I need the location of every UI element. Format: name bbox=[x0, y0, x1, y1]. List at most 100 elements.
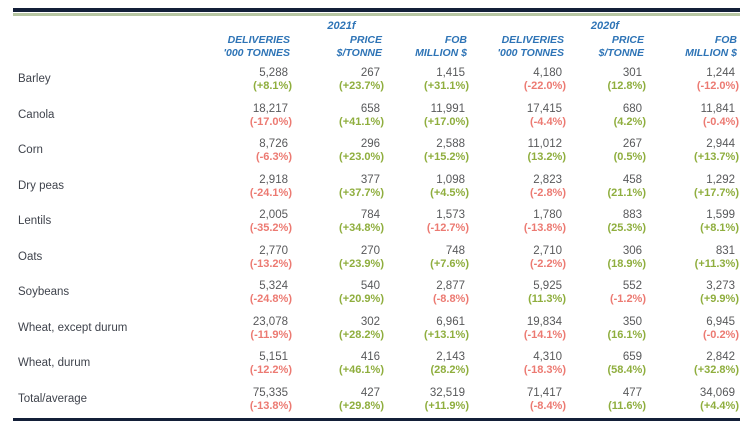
cell-percent-change: (-11.9%) bbox=[250, 328, 292, 341]
cell-percent-change: (4.2%) bbox=[613, 115, 646, 128]
cell-percent-change: (12.8%) bbox=[607, 80, 646, 93]
table-row: Lentils 2,005 (-35.2%) 784 (+34.8%) 1,573 (-12… bbox=[13, 204, 740, 240]
value-cell: 4,180 (-22.0%) bbox=[470, 66, 567, 93]
cell-percent-change: (21.1%) bbox=[607, 186, 646, 199]
cell-percent-change: (+41.1%) bbox=[339, 115, 384, 128]
table-row: Barley 5,288 (+8.1%) 267 (+23.7%) 1,415 (+31.1… bbox=[13, 62, 740, 98]
value-cell: 458 (21.1%) bbox=[567, 173, 647, 200]
row-label: Wheat, durum bbox=[18, 357, 91, 370]
column-header-line2: MILLION $ bbox=[685, 47, 737, 59]
cell-value: 18,217 bbox=[252, 102, 288, 115]
cell-percent-change: (-13.8%) bbox=[249, 399, 292, 412]
cell-value: 270 bbox=[360, 244, 380, 257]
cell-percent-change: (+9.9%) bbox=[700, 293, 739, 306]
value-cell: 5,288 (+8.1%) bbox=[213, 66, 293, 93]
table-row: Soybeans 5,324 (-24.8%) 540 (+20.9%) 2,877 (-8… bbox=[13, 275, 740, 311]
cell-value: 680 bbox=[622, 102, 642, 115]
column-header-line1: DELIVERIES bbox=[501, 34, 564, 46]
cell-percent-change: (-8.8%) bbox=[432, 293, 469, 306]
cell-percent-change: (+4.5%) bbox=[430, 186, 469, 199]
row-label: Total/average bbox=[18, 392, 88, 405]
cell-percent-change: (-1.2%) bbox=[609, 293, 646, 306]
value-cell: 302 (+28.2%) bbox=[293, 315, 385, 342]
value-cell: 2,918 (-24.1%) bbox=[213, 173, 293, 200]
cell-percent-change: (+23.0%) bbox=[339, 151, 384, 164]
value-cell: 8,726 (-6.3%) bbox=[213, 137, 293, 164]
row-label: Soybeans bbox=[18, 286, 70, 299]
value-cell: 17,415 (-4.4%) bbox=[470, 102, 567, 129]
table-row: Total/average 75,335 (-13.8%) 427 (+29.8%) 32… bbox=[13, 382, 740, 418]
cell-value: 1,098 bbox=[436, 173, 465, 186]
cell-value: 2,823 bbox=[533, 173, 562, 186]
cell-value: 5,288 bbox=[259, 67, 288, 80]
value-cell: 1,098 (+4.5%) bbox=[385, 173, 470, 200]
value-cell: 19,834 (-14.1%) bbox=[470, 315, 567, 342]
value-cell: 1,244 (-12.0%) bbox=[647, 66, 740, 93]
cell-percent-change: (-35.2%) bbox=[249, 222, 292, 235]
value-cell: 267 (0.5%) bbox=[567, 137, 647, 164]
cell-percent-change: (+7.6%) bbox=[430, 257, 469, 270]
value-cell: 3,273 (+9.9%) bbox=[647, 279, 740, 306]
cell-percent-change: (11.6%) bbox=[608, 399, 646, 412]
cell-value: 2,944 bbox=[706, 138, 735, 151]
column-header-line2: '000 TONNES bbox=[223, 47, 291, 59]
cell-percent-change: (+23.7%) bbox=[339, 80, 384, 93]
table-row: Oats 2,770 (-13.2%) 270 (+23.9%) 748 (+7.6%) 2,… bbox=[13, 240, 740, 276]
cell-value: 23,078 bbox=[252, 315, 288, 328]
value-cell: 416 (+46.1%) bbox=[293, 350, 385, 377]
value-cell: 270 (+23.9%) bbox=[293, 244, 385, 271]
cell-value: 11,841 bbox=[700, 102, 735, 115]
value-cell: 658 (+41.1%) bbox=[293, 102, 385, 129]
cell-percent-change: (+4.4%) bbox=[700, 399, 739, 412]
row-label: Lentils bbox=[18, 215, 52, 228]
cell-value: 34,069 bbox=[699, 386, 735, 399]
cell-percent-change: (+13.7%) bbox=[694, 151, 739, 164]
cell-percent-change: (+37.7%) bbox=[339, 186, 384, 199]
column-header-line1: DELIVERIES bbox=[227, 34, 290, 46]
cell-value: 748 bbox=[445, 244, 465, 257]
cell-value: 4,180 bbox=[533, 67, 562, 80]
column-header-line1: PRICE bbox=[611, 34, 644, 46]
top-border-sage bbox=[13, 13, 740, 16]
value-cell: 2,005 (-35.2%) bbox=[213, 208, 293, 235]
cell-value: 17,415 bbox=[526, 102, 562, 115]
cell-percent-change: (28.2%) bbox=[430, 364, 469, 377]
column-header-line2: $/TONNE bbox=[336, 47, 382, 59]
value-cell: 377 (+37.7%) bbox=[293, 173, 385, 200]
column-header-row: DELIVERIES '000 TONNES PRICE $/TONNE FOB MILL… bbox=[13, 34, 740, 60]
cell-value: 2,770 bbox=[259, 244, 288, 257]
cell-value: 1,415 bbox=[436, 67, 465, 80]
cell-percent-change: (58.4%) bbox=[607, 364, 646, 377]
cell-percent-change: (+23.9%) bbox=[339, 257, 384, 270]
year-header-row: 2021f 2020f bbox=[13, 20, 740, 33]
cell-value: 3,273 bbox=[706, 280, 735, 293]
cell-value: 5,925 bbox=[533, 280, 562, 293]
cell-value: 2,588 bbox=[436, 138, 465, 151]
cell-percent-change: (-24.8%) bbox=[249, 293, 292, 306]
column-header: DELIVERIES '000 TONNES bbox=[213, 34, 293, 60]
cell-value: 296 bbox=[360, 138, 380, 151]
cell-percent-change: (-0.2%) bbox=[702, 328, 739, 341]
bottom-border-navy bbox=[13, 418, 740, 421]
row-label: Wheat, except durum bbox=[18, 321, 128, 334]
cell-percent-change: (-8.4%) bbox=[529, 399, 566, 412]
cell-percent-change: (-6.3%) bbox=[255, 151, 292, 164]
value-cell: 784 (+34.8%) bbox=[293, 208, 385, 235]
column-header: FOB MILLION $ bbox=[647, 34, 740, 60]
cell-value: 1,780 bbox=[533, 209, 562, 222]
value-cell: 659 (58.4%) bbox=[567, 350, 647, 377]
cell-percent-change: (-2.8%) bbox=[529, 186, 566, 199]
table-row: Wheat, except durum 23,078 (-11.9%) 302 (+28… bbox=[13, 311, 740, 347]
cell-value: 2,143 bbox=[436, 351, 465, 364]
row-label: Dry peas bbox=[18, 179, 65, 192]
value-cell: 350 (16.1%) bbox=[567, 315, 647, 342]
value-cell: 1,599 (+8.1%) bbox=[647, 208, 740, 235]
cell-percent-change: (+31.1%) bbox=[424, 80, 469, 93]
cell-percent-change: (11.3%) bbox=[528, 293, 566, 306]
column-header: DELIVERIES '000 TONNES bbox=[470, 34, 567, 60]
column-header-line2: MILLION $ bbox=[415, 47, 467, 59]
cell-value: 5,324 bbox=[259, 280, 288, 293]
value-cell: 2,770 (-13.2%) bbox=[213, 244, 293, 271]
value-cell: 477 (11.6%) bbox=[567, 386, 647, 413]
cell-value: 2,005 bbox=[259, 209, 288, 222]
